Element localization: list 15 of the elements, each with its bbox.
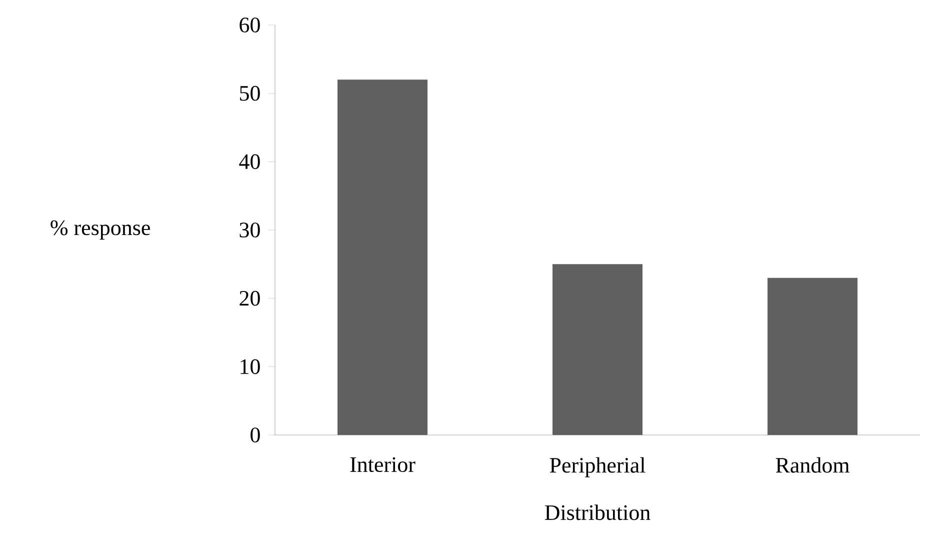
bar <box>338 80 428 435</box>
x-axis-title: Distribution <box>544 504 650 520</box>
y-tick-label: 20 <box>240 290 260 306</box>
x-tick-label: Interior <box>350 457 416 472</box>
bar <box>768 278 858 435</box>
x-tick-label: Random <box>776 457 850 473</box>
y-tick-label: 0 <box>250 428 260 442</box>
bar <box>552 264 643 435</box>
y-tick-label: 60 <box>240 18 260 32</box>
y-tick-label: 30 <box>240 222 260 238</box>
y-tick-label: 40 <box>239 154 260 170</box>
x-tick-label: Peripherial <box>550 457 646 478</box>
y-axis-title: % response <box>50 220 150 240</box>
y-tick-label: 50 <box>240 86 260 101</box>
y-tick-label: 10 <box>240 359 260 374</box>
